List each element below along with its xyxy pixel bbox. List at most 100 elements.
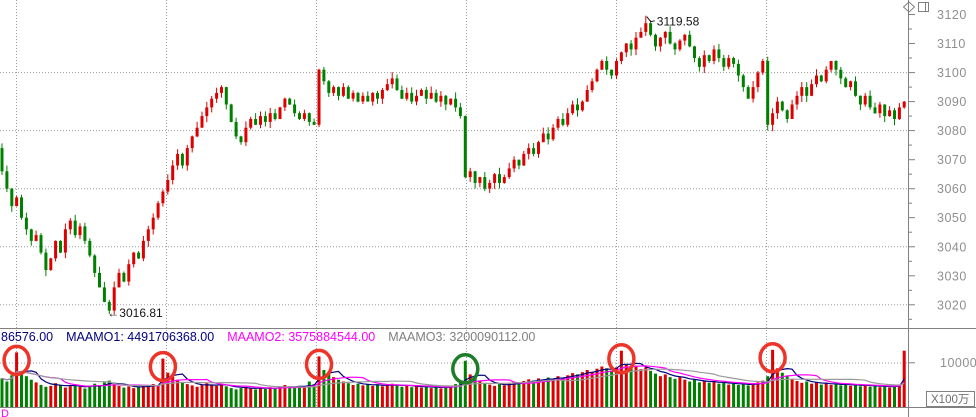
volume-bar (595, 368, 599, 407)
volume-bar (327, 373, 331, 407)
volume-bar (707, 382, 711, 407)
candle (83, 226, 87, 241)
volume-bar (498, 384, 501, 407)
candle (678, 40, 682, 50)
volume-bar (141, 385, 145, 407)
volume-bar (585, 370, 589, 407)
candle (98, 272, 101, 288)
volume-bar (649, 370, 653, 407)
candle (502, 177, 506, 183)
volume-bar (732, 383, 736, 407)
volume-bar (229, 388, 233, 407)
candle (751, 87, 755, 99)
volume-bar (458, 382, 462, 407)
candle (512, 159, 516, 169)
candle (902, 101, 906, 108)
volume-bar (63, 387, 67, 407)
volume-bar (829, 385, 833, 407)
volume-bar (858, 386, 862, 407)
candle (156, 203, 160, 218)
volume-bar (702, 381, 706, 407)
volume-bar (244, 386, 248, 407)
volume-bar (590, 371, 594, 407)
volume-bar (293, 387, 297, 407)
volume-bar (239, 388, 243, 407)
volume-bar (888, 387, 892, 407)
candle (478, 177, 482, 183)
candle (707, 55, 711, 61)
candle (517, 159, 521, 166)
candle (722, 58, 726, 67)
candle (624, 43, 628, 53)
candle (468, 171, 472, 178)
volume-bar (736, 385, 740, 407)
candle (20, 197, 23, 218)
volume-bar (683, 379, 687, 407)
volume-bar (268, 387, 272, 407)
candle (34, 235, 38, 241)
candle (654, 34, 657, 47)
candle (132, 252, 136, 265)
window-split-icon[interactable] (918, 2, 929, 12)
volume-bar (20, 370, 23, 407)
volume-bar (44, 386, 48, 407)
volume-bar (688, 381, 692, 407)
volume-bar (224, 386, 228, 407)
candle (24, 217, 28, 230)
candle (137, 252, 141, 259)
candle (454, 98, 458, 108)
candle (858, 95, 862, 105)
volume-bar (751, 384, 755, 407)
candle (463, 116, 467, 178)
candle (390, 78, 394, 85)
volume-bar (678, 377, 682, 407)
volume-bar (868, 386, 872, 407)
volume-bar (849, 385, 853, 407)
volume-bar (259, 387, 262, 407)
candle (278, 107, 282, 119)
diamond-icon[interactable] (902, 1, 916, 13)
volume-bar (405, 385, 409, 407)
volume-bar (610, 370, 614, 407)
candle (561, 119, 565, 125)
candle (195, 127, 199, 137)
candle (537, 142, 540, 154)
red-circle-annotation (148, 350, 178, 383)
candle (736, 63, 740, 76)
volume-bar (249, 388, 253, 407)
volume-bar (127, 386, 131, 407)
volume-bar (639, 369, 643, 407)
candle (756, 72, 760, 88)
volume-bar (854, 384, 857, 407)
candle (224, 87, 228, 105)
volume-bar (210, 384, 214, 407)
candle (532, 148, 536, 154)
volume-bar (5, 381, 9, 407)
candle (273, 113, 277, 119)
volume-bar (800, 382, 804, 407)
candle (673, 43, 677, 50)
candle (59, 240, 62, 253)
volume-bar (561, 378, 565, 407)
candle (780, 101, 784, 111)
candle (483, 177, 487, 189)
volume-bar (215, 385, 219, 407)
price-axis-label: 3030 (937, 269, 967, 283)
high-annotation-leader (646, 16, 655, 23)
volume-bar (488, 384, 492, 407)
volume-bar (220, 384, 223, 407)
volume-bar (176, 379, 180, 407)
volume-bar (195, 386, 199, 407)
high-price-annotation: 3119.58 (657, 15, 700, 29)
candle (400, 90, 404, 99)
candle (229, 104, 233, 122)
candle (356, 92, 360, 102)
red-circle-annotation (758, 342, 787, 374)
candle (527, 148, 531, 154)
volume-bar (390, 383, 394, 407)
candle (298, 113, 301, 119)
red-circle-annotation (2, 344, 31, 377)
candle (200, 116, 204, 128)
volume-bar (819, 384, 823, 407)
